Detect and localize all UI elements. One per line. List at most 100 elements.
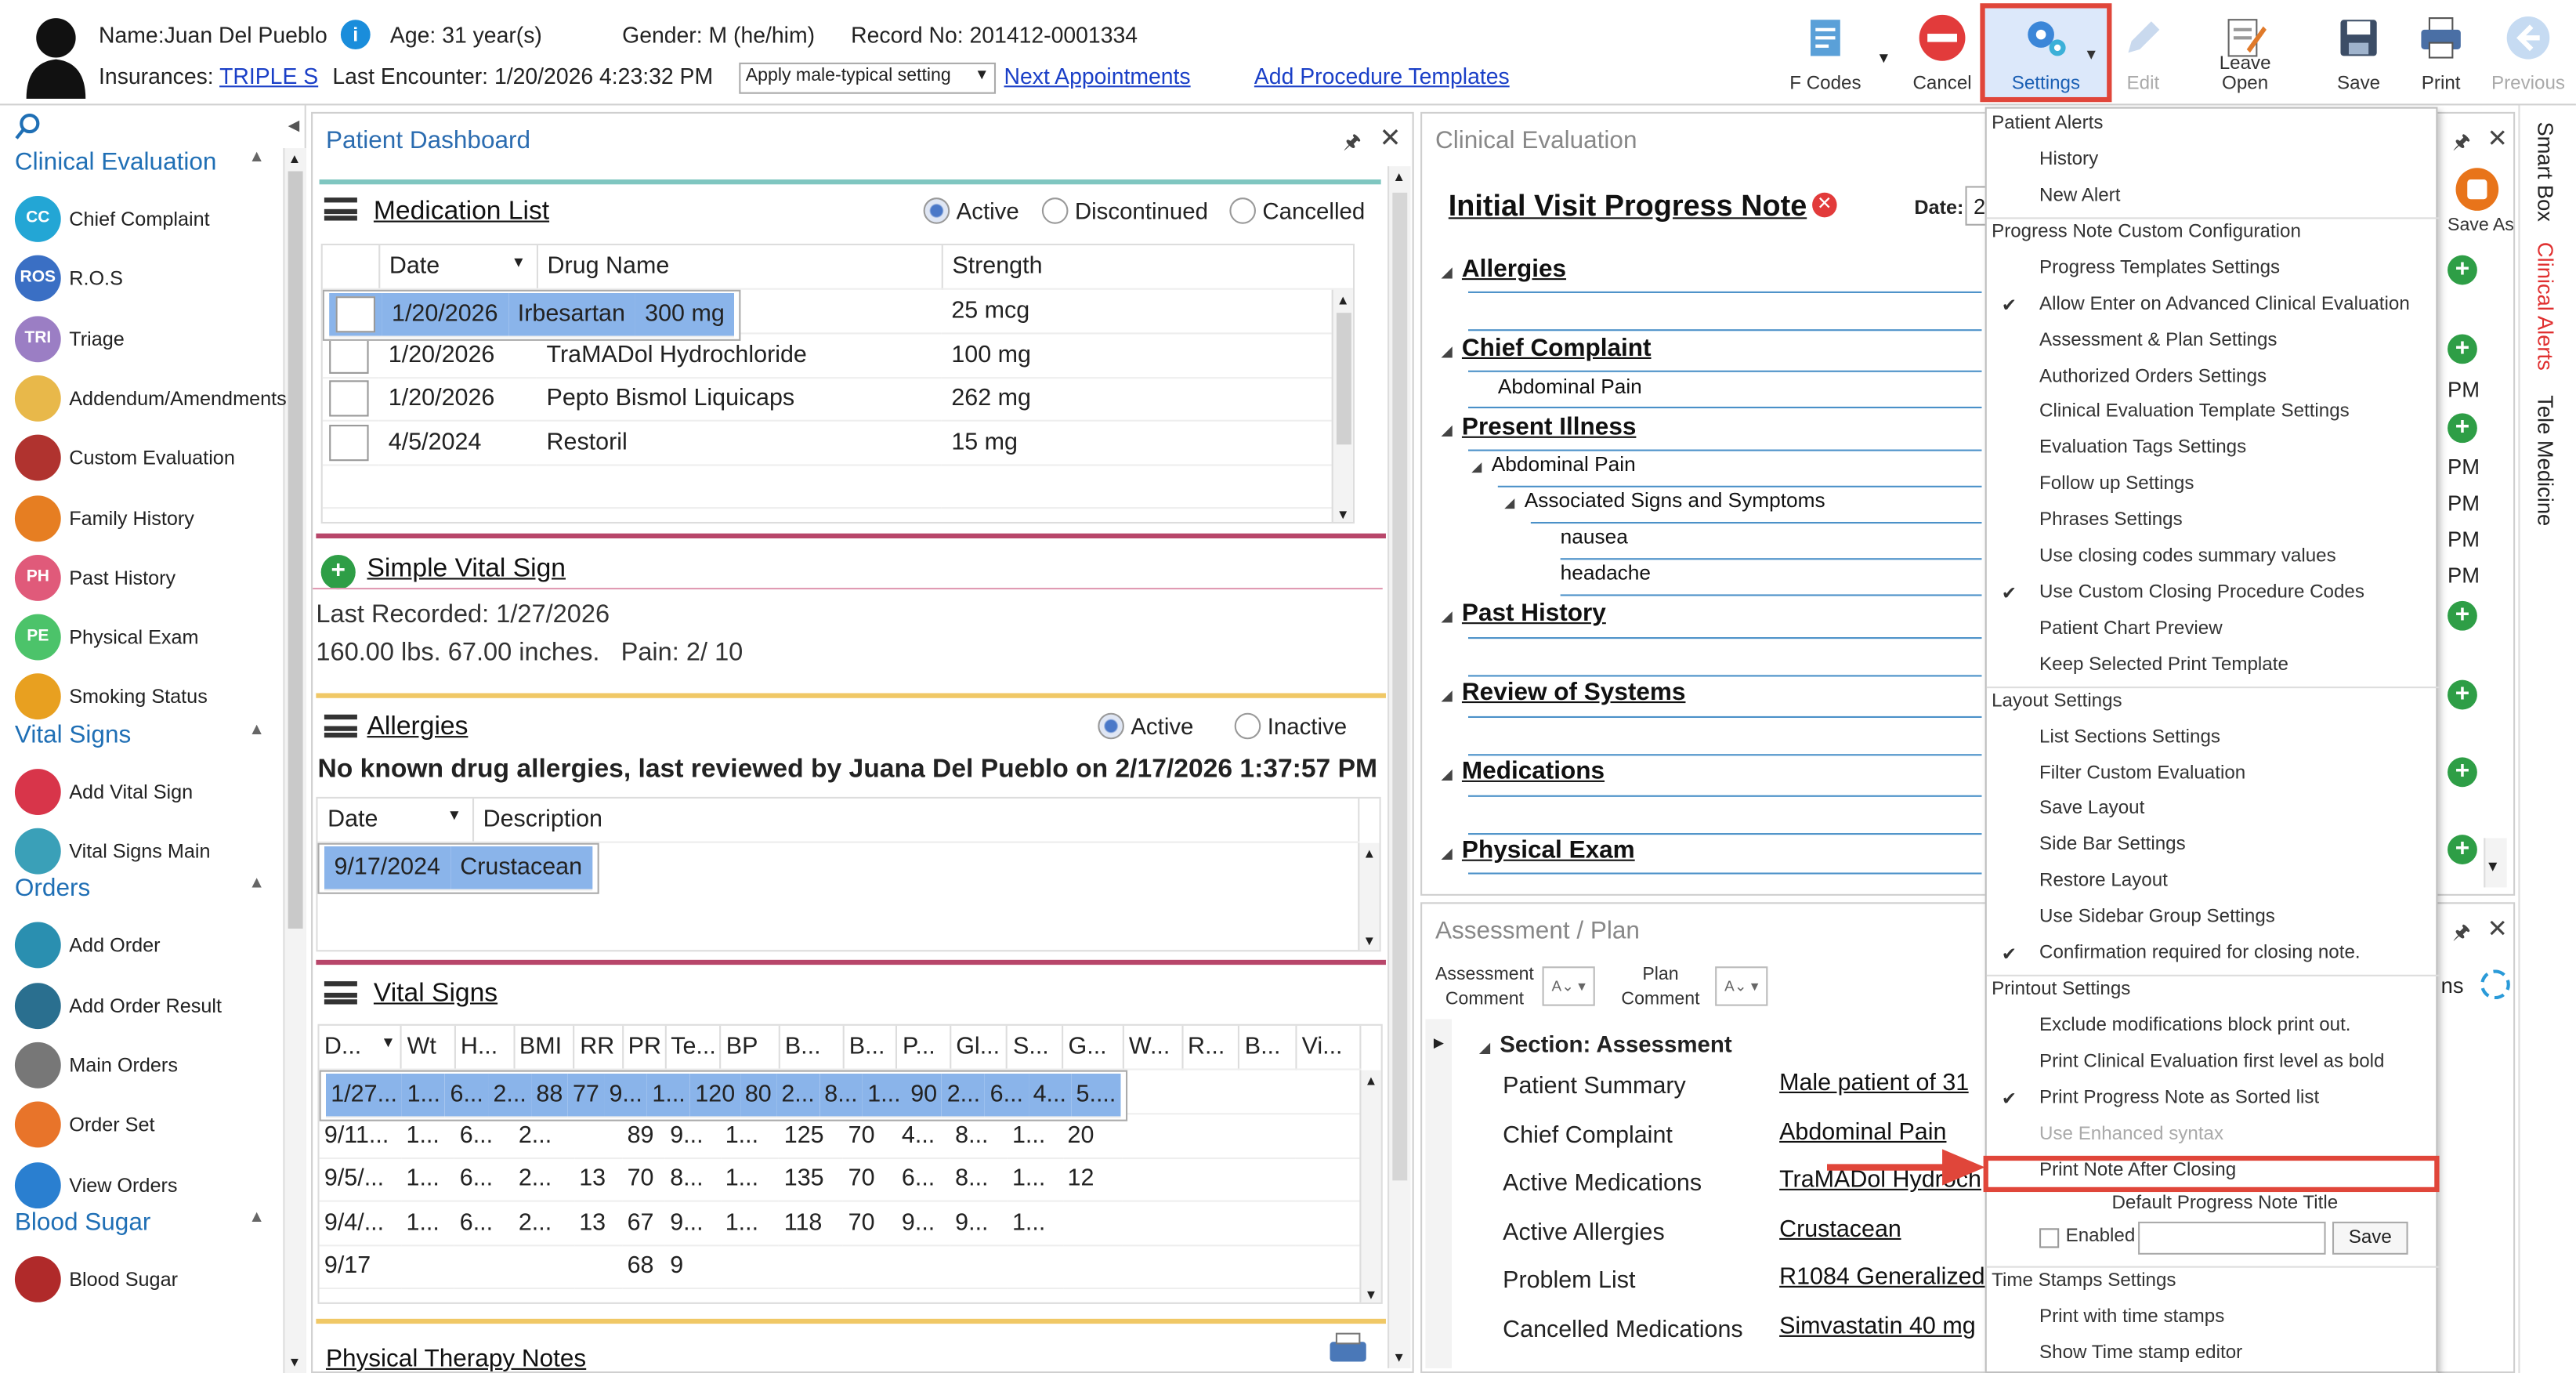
- sidebar-scroll-thumb[interactable]: [288, 171, 303, 929]
- assessment-row-value[interactable]: Crustacean: [1779, 1216, 1901, 1243]
- add-section-plus-icon[interactable]: +: [2448, 334, 2477, 364]
- menu-item[interactable]: Save Layout: [2039, 799, 2145, 819]
- add-section-plus-icon[interactable]: +: [2448, 835, 2477, 864]
- fcodes-dropdown-icon[interactable]: ▼: [1876, 49, 1891, 67]
- pin-icon[interactable]: 🖈: [1343, 129, 1362, 154]
- vital-column-header[interactable]: Te...: [664, 1025, 722, 1071]
- table-row[interactable]: 9/17/2024 Crustacean: [317, 842, 599, 894]
- row-checkbox[interactable]: [329, 424, 369, 461]
- plan-comment-button[interactable]: A⌄ ▾: [1715, 966, 1768, 1006]
- menu-item[interactable]: Assessment & Plan Settings: [2039, 330, 2278, 350]
- tele-medicine-tab[interactable]: Tele Medicine: [2533, 395, 2558, 527]
- menu-icon[interactable]: [324, 197, 357, 221]
- vital-column-header[interactable]: BMI: [513, 1025, 575, 1071]
- menu-item[interactable]: Clinical Evaluation Template Settings: [2039, 402, 2350, 422]
- expand-icon[interactable]: ▶: [1433, 1035, 1444, 1051]
- smart-box-tab[interactable]: Smart Box: [2533, 121, 2558, 222]
- menu-item[interactable]: Keep Selected Print Template: [2039, 654, 2288, 675]
- clinical-alerts-tab[interactable]: Clinical Alerts: [2533, 241, 2558, 371]
- cancel-button[interactable]: Cancel: [1896, 6, 1988, 99]
- vital-column-header[interactable]: B...: [843, 1025, 898, 1071]
- menu-item[interactable]: Print Clinical Evaluation first level as…: [2039, 1052, 2385, 1072]
- section-past-history[interactable]: ◢ Past History: [1442, 599, 1606, 628]
- table-row[interactable]: 9/4/... 1... 6... 2... 13 67 9... 1... 118 70 9...…: [319, 1201, 1361, 1246]
- close-icon[interactable]: ✕: [2487, 915, 2508, 944]
- medication-filter-active[interactable]: Active: [923, 197, 1019, 224]
- menu-item[interactable]: Evaluation Tags Settings: [2039, 438, 2247, 458]
- edit-button[interactable]: Edit: [2097, 6, 2190, 99]
- vital-column-header[interactable]: W...: [1123, 1025, 1183, 1071]
- next-appointments-link[interactable]: Next Appointments: [1004, 63, 1191, 89]
- collapse-sidebar-icon[interactable]: ◀: [288, 117, 300, 134]
- table-row[interactable]: 4/5/2024 Restoril 15 mg: [322, 420, 1353, 466]
- vital-column-header[interactable]: RR: [573, 1025, 624, 1071]
- present-illness-item[interactable]: ◢ Abdominal Pain: [1471, 452, 1636, 476]
- previous-button[interactable]: Previous: [2482, 6, 2574, 99]
- add-section-plus-icon[interactable]: +: [2448, 255, 2477, 285]
- leave-open-button[interactable]: Leave Open: [2199, 6, 2292, 99]
- save-as-icon[interactable]: [2455, 168, 2499, 211]
- clinical-eval-scrollbar[interactable]: [2484, 838, 2507, 888]
- vital-column-header[interactable]: H...: [454, 1025, 515, 1071]
- sidebar-group-header[interactable]: Orders ▲: [15, 875, 265, 903]
- assessment-row-value[interactable]: Male patient of 31: [1779, 1070, 1970, 1097]
- menu-item[interactable]: History: [2039, 150, 2099, 170]
- sidebar-group-header[interactable]: Clinical Evaluation ▲: [15, 148, 265, 176]
- sidebar-scrollbar[interactable]: ▲ ▼: [283, 148, 306, 1373]
- menu-item[interactable]: Filter Custom Evaluation: [2039, 763, 2246, 783]
- table-row[interactable]: 1/27... 1... 6... 2... 88 77 9... 1... 120 80 2...…: [319, 1070, 1128, 1121]
- strength-column-header[interactable]: Strength: [941, 245, 1353, 290]
- vital-column-header[interactable]: Wt: [401, 1025, 456, 1071]
- vital-column-header[interactable]: Vi...: [1296, 1025, 1362, 1071]
- add-section-plus-icon[interactable]: +: [2448, 413, 2477, 444]
- gender-setting-select[interactable]: Apply male-typical setting ▼: [739, 62, 997, 94]
- print-button[interactable]: Print: [2395, 6, 2487, 99]
- menu-icon[interactable]: [324, 714, 357, 738]
- add-vital-plus-icon[interactable]: +: [320, 555, 356, 590]
- table-row[interactable]: 9/5/... 1... 6... 2... 13 70 8... 1... 135 70 6...…: [319, 1157, 1361, 1202]
- close-icon[interactable]: ✕: [2487, 125, 2508, 154]
- vital-column-header[interactable]: D... ▼: [319, 1025, 403, 1071]
- symptom-item[interactable]: headache: [1560, 561, 1652, 585]
- vital-column-header[interactable]: B...: [779, 1025, 845, 1071]
- vital-column-header[interactable]: G...: [1062, 1025, 1124, 1071]
- section-chief-complaint[interactable]: ◢ Chief Complaint: [1442, 334, 1652, 363]
- menu-item[interactable]: Follow up Settings: [2039, 474, 2194, 494]
- menu-item[interactable]: Authorized Orders Settings: [2039, 366, 2267, 386]
- settings-button[interactable]: Settings ▼: [1984, 6, 2107, 100]
- menu-item[interactable]: Allow Enter on Advanced Clinical Evaluat…: [2039, 294, 2410, 314]
- allergy-filter-inactive[interactable]: Inactive: [1234, 712, 1347, 740]
- menu-item[interactable]: Use Sidebar Group Settings: [2039, 907, 2275, 928]
- menu-item[interactable]: Use Custom Closing Procedure Codes: [2039, 582, 2364, 603]
- vital-column-header[interactable]: BP: [720, 1025, 780, 1071]
- pin-icon[interactable]: 🖈: [2452, 920, 2471, 944]
- section-physical-exam[interactable]: ◢ Physical Exam: [1442, 836, 1635, 864]
- associated-symptoms-item[interactable]: ◢ Associated Signs and Symptoms: [1504, 488, 1825, 513]
- enabled-checkbox[interactable]: [2039, 1229, 2060, 1249]
- scroll-down-icon[interactable]: ▼: [2485, 857, 2501, 875]
- default-title-input[interactable]: [2138, 1222, 2326, 1255]
- add-procedure-templates-link[interactable]: Add Procedure Templates: [1254, 63, 1510, 89]
- menu-item[interactable]: Exclude modifications block print out.: [2039, 1016, 2351, 1036]
- vital-column-header[interactable]: PR: [622, 1025, 666, 1071]
- vital-column-header[interactable]: S...: [1007, 1025, 1064, 1071]
- date-column-header[interactable]: Date ▼: [378, 245, 537, 290]
- printer-icon[interactable]: [1326, 1332, 1369, 1365]
- pin-icon[interactable]: 🖈: [2452, 129, 2471, 154]
- menu-icon[interactable]: [324, 981, 357, 1005]
- assessment-row-value[interactable]: R1084 Generalized: [1779, 1265, 1985, 1291]
- section-present-illness[interactable]: ◢ Present Illness: [1442, 413, 1637, 442]
- date-column-header[interactable]: Date ▼: [317, 798, 474, 843]
- section-medications[interactable]: ◢ Medications: [1442, 757, 1605, 786]
- insurance-link[interactable]: TRIPLE S: [219, 63, 319, 89]
- vital-column-header[interactable]: P...: [896, 1025, 951, 1071]
- menu-item[interactable]: List Sections Settings: [2039, 726, 2221, 747]
- menu-item[interactable]: Restore Layout: [2039, 871, 2168, 891]
- chief-complaint-item[interactable]: Abdominal Pain: [1497, 375, 1642, 399]
- fcodes-button[interactable]: F Codes: [1779, 6, 1872, 99]
- description-column-header[interactable]: Description: [472, 798, 1360, 843]
- dashboard-scrollbar[interactable]: ▲ ▼: [1387, 166, 1411, 1368]
- menu-item-print-note-after-closing[interactable]: Print Note After Closing: [2039, 1160, 2237, 1180]
- menu-item[interactable]: Use closing codes summary values: [2039, 546, 2336, 567]
- drug-column-header[interactable]: Drug Name: [536, 245, 942, 290]
